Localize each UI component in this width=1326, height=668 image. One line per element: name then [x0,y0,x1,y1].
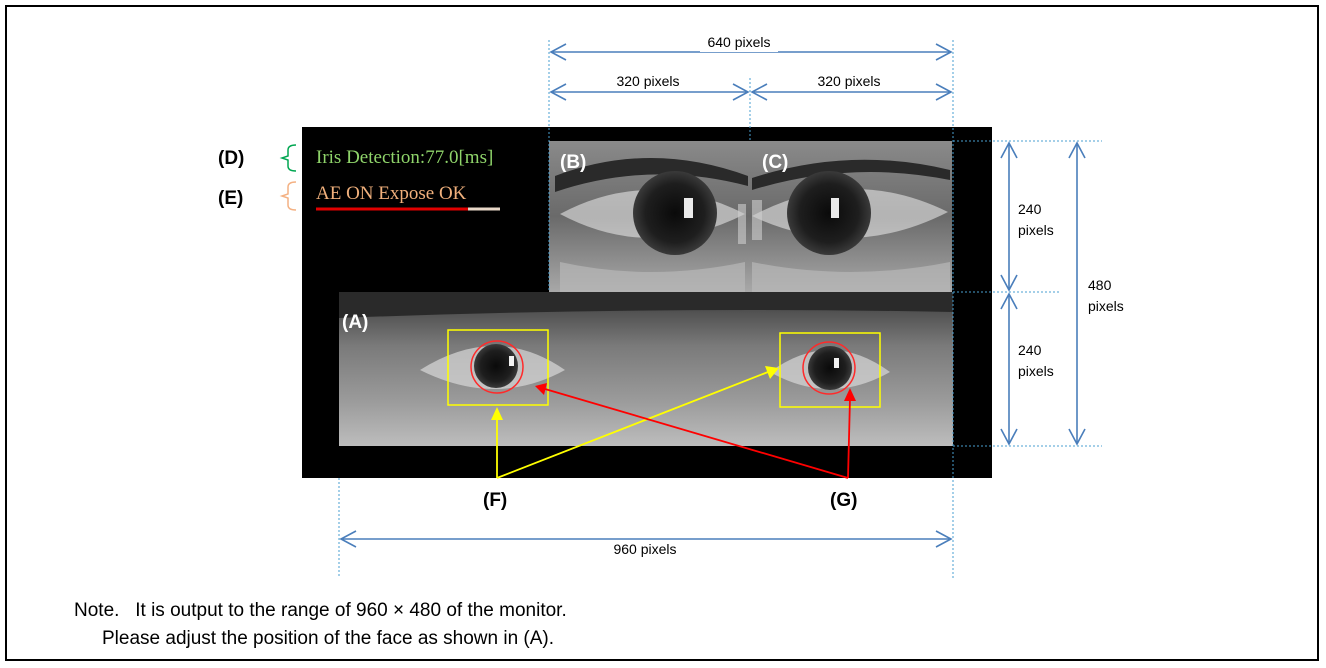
dimension-arrows [339,43,1086,548]
dim-320-right-label: 320 pixels [817,73,880,89]
guide-lines [338,40,1102,578]
iris-circle-right [802,341,856,395]
callout-g-label: (G) [830,490,857,511]
dim-960-label: 960 pixels [613,541,676,557]
panel-c-label: (C) [762,152,788,173]
dim-240-lower-value: 240 [1018,342,1042,358]
panel-a-label: (A) [342,312,368,333]
dim-320-left-label: 320 pixels [616,73,679,89]
note-line-2: Please adjust the position of the face a… [102,628,555,649]
panel-a-face-view [339,292,953,446]
panel-c-eye-zoom [750,141,952,292]
note-line-1: Note. It is output to the range of 960 ×… [74,600,567,621]
panel-b-label: (B) [560,152,586,173]
callout-f-label: (F) [483,490,507,511]
callout-e-bracket [279,181,297,211]
iris-circle-left [470,340,524,394]
iris-detection-time-text: Iris Detection:77.0[ms] [316,147,493,168]
note-block: Note. It is output to the range of 960 ×… [74,597,567,653]
figure-frame [5,5,1319,661]
dim-240-lower-unit: pixels [1018,363,1054,379]
dim-480-value: 480 [1088,277,1112,293]
ae-status-text: AE ON Expose OK [316,183,467,204]
dim-640-label: 640 pixels [707,34,770,50]
dim-240-upper-value: 240 [1018,201,1042,217]
dim-480-unit: pixels [1088,298,1124,314]
eye-detection-box-left [447,329,549,406]
callout-d-bracket [279,144,297,172]
callout-d-label: (D) [218,148,244,169]
callout-g-arrows [535,383,856,479]
eye-detection-box-right [779,332,881,408]
dim-240-upper-unit: pixels [1018,222,1054,238]
callout-f-arrows [491,366,779,479]
panel-b-eye-zoom [549,141,750,292]
callout-e-label: (E) [218,188,243,209]
